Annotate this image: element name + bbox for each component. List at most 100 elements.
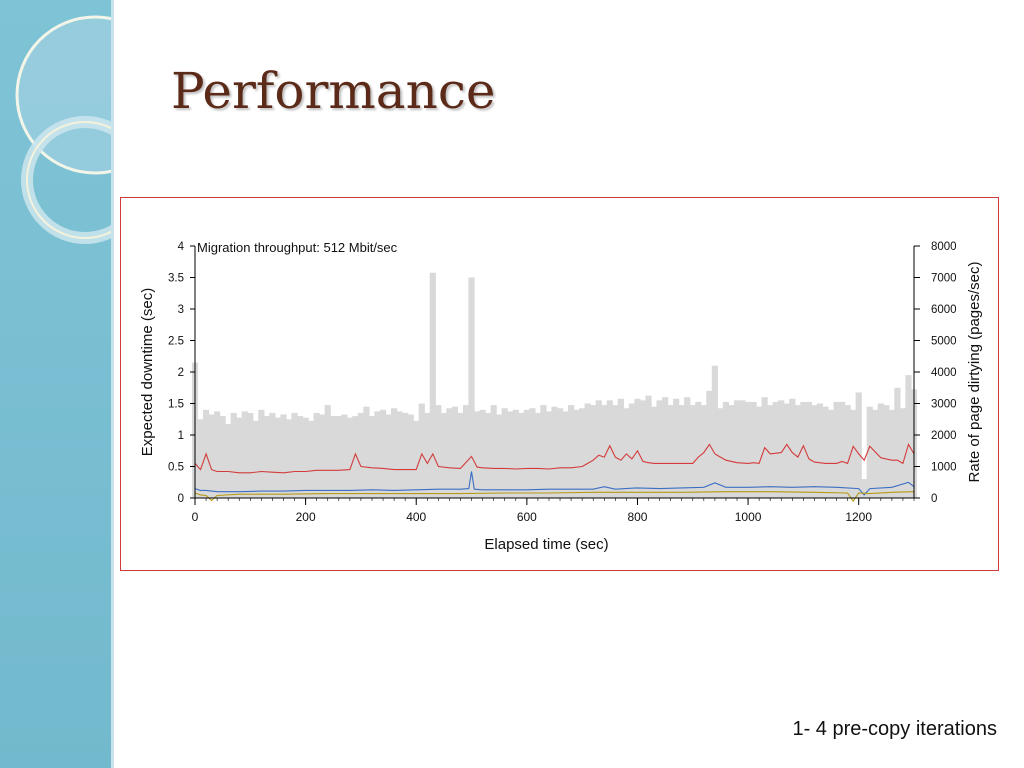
rate-bar xyxy=(319,414,326,498)
rate-bar xyxy=(584,403,591,498)
slide-title: Performance xyxy=(171,62,496,120)
y-left-tick-label: 0 xyxy=(178,493,184,505)
rate-bar xyxy=(252,420,259,498)
rate-bar xyxy=(767,405,774,498)
rate-bar xyxy=(822,406,829,498)
rate-bar xyxy=(374,411,381,498)
rate-bar xyxy=(236,417,243,498)
rate-bar xyxy=(662,397,669,498)
y-right-tick-label: 6000 xyxy=(931,304,957,316)
rate-bar xyxy=(429,272,436,498)
rate-bar xyxy=(296,416,304,498)
y-right-tick-label: 0 xyxy=(931,493,937,505)
rate-bar xyxy=(678,405,685,498)
rate-bar xyxy=(368,416,376,498)
rate-bar xyxy=(844,405,851,498)
rate-bar xyxy=(800,401,807,498)
rate-bar xyxy=(590,405,597,498)
rate-bar xyxy=(280,414,287,498)
rate-bar xyxy=(888,409,895,498)
rate-bar xyxy=(634,398,641,498)
rate-bar xyxy=(501,408,508,498)
rate-bar xyxy=(208,414,215,498)
rate-bar xyxy=(324,405,331,498)
x-tick-label: 1200 xyxy=(845,510,872,524)
rate-bar xyxy=(883,405,890,498)
rate-bar xyxy=(866,406,873,498)
rate-bar xyxy=(274,417,282,498)
rate-bar xyxy=(302,417,309,498)
rate-bar xyxy=(667,405,674,498)
rate-bar xyxy=(794,405,801,498)
y-right-tick-label: 5000 xyxy=(931,336,957,348)
y-axis-left-label: Expected downtime (sec) xyxy=(139,288,156,456)
rate-bar xyxy=(313,412,320,498)
rate-bar xyxy=(772,401,779,498)
rate-bar xyxy=(219,416,226,498)
rate-bar xyxy=(468,277,475,498)
downtime-series-line-3 xyxy=(194,491,915,503)
rate-bar xyxy=(595,400,602,498)
rate-bar xyxy=(556,408,564,498)
rate-bar xyxy=(352,416,359,498)
rate-bar xyxy=(579,408,586,498)
x-tick-label: 200 xyxy=(296,510,316,524)
rate-bar xyxy=(827,409,835,498)
rate-bar xyxy=(418,403,425,498)
chart-frame: 0 0.5 1 1.5 2 2.5 3 3.5 4 0 1000 2000 3000 4000 5000 60… xyxy=(120,197,999,571)
rate-bar xyxy=(496,414,503,498)
y-left-tick-label: 3.5 xyxy=(168,273,184,285)
rate-bar xyxy=(413,420,420,498)
rate-bar xyxy=(606,400,613,498)
rate-bar xyxy=(805,401,813,498)
rate-bar xyxy=(285,419,293,498)
x-tick-label: 0 xyxy=(192,510,199,524)
circle-decoration xyxy=(15,15,113,244)
rate-bar xyxy=(457,412,464,498)
rate-bar xyxy=(673,398,680,498)
y-axis-right-label: Rate of page dirtying (pages/sec) xyxy=(966,262,983,483)
rate-bar xyxy=(756,406,763,498)
rate-bar xyxy=(534,412,542,498)
y-right-tick-label: 7000 xyxy=(931,273,957,285)
rate-bar xyxy=(258,409,265,498)
rate-bar xyxy=(263,416,270,498)
rate-bar xyxy=(899,408,907,498)
downtime-series-line-1 xyxy=(194,443,915,474)
throughput-annotation: Migration throughput: 512 Mbit/sec xyxy=(197,240,398,255)
rate-bar xyxy=(894,387,901,498)
rate-bar xyxy=(656,400,663,498)
x-tick-label: 1000 xyxy=(735,510,762,524)
rate-bar xyxy=(905,375,912,498)
y-right-tick-label: 2000 xyxy=(931,430,957,442)
y-left-tick-label: 0.5 xyxy=(168,462,184,474)
rate-bar xyxy=(744,401,752,498)
rate-bar xyxy=(816,403,824,498)
rate-bar xyxy=(573,409,580,498)
y-left-tick-label: 1.5 xyxy=(168,399,184,411)
rate-bar xyxy=(473,411,481,498)
rate-bar xyxy=(507,411,514,498)
rate-bar xyxy=(855,392,862,498)
rate-bar xyxy=(778,400,785,498)
rate-bar xyxy=(733,400,741,498)
rate-bar xyxy=(623,408,630,498)
rate-bar xyxy=(462,405,470,498)
rate-bar xyxy=(357,412,365,498)
y-right-tick-label: 8000 xyxy=(931,241,957,253)
rate-bar xyxy=(684,397,691,498)
rate-bar xyxy=(728,405,735,498)
rate-bar xyxy=(789,398,796,498)
rate-bar xyxy=(689,405,696,498)
rate-bar xyxy=(839,401,846,498)
rate-bar xyxy=(639,400,647,498)
rate-bar xyxy=(811,405,818,498)
rate-bar xyxy=(567,405,575,498)
rate-bar xyxy=(739,400,746,498)
rate-bar xyxy=(722,401,730,498)
rate-bar xyxy=(711,365,718,498)
rate-bar xyxy=(485,412,492,498)
rate-bar xyxy=(335,416,342,498)
rate-bar xyxy=(197,419,204,498)
rate-bar xyxy=(872,409,879,498)
